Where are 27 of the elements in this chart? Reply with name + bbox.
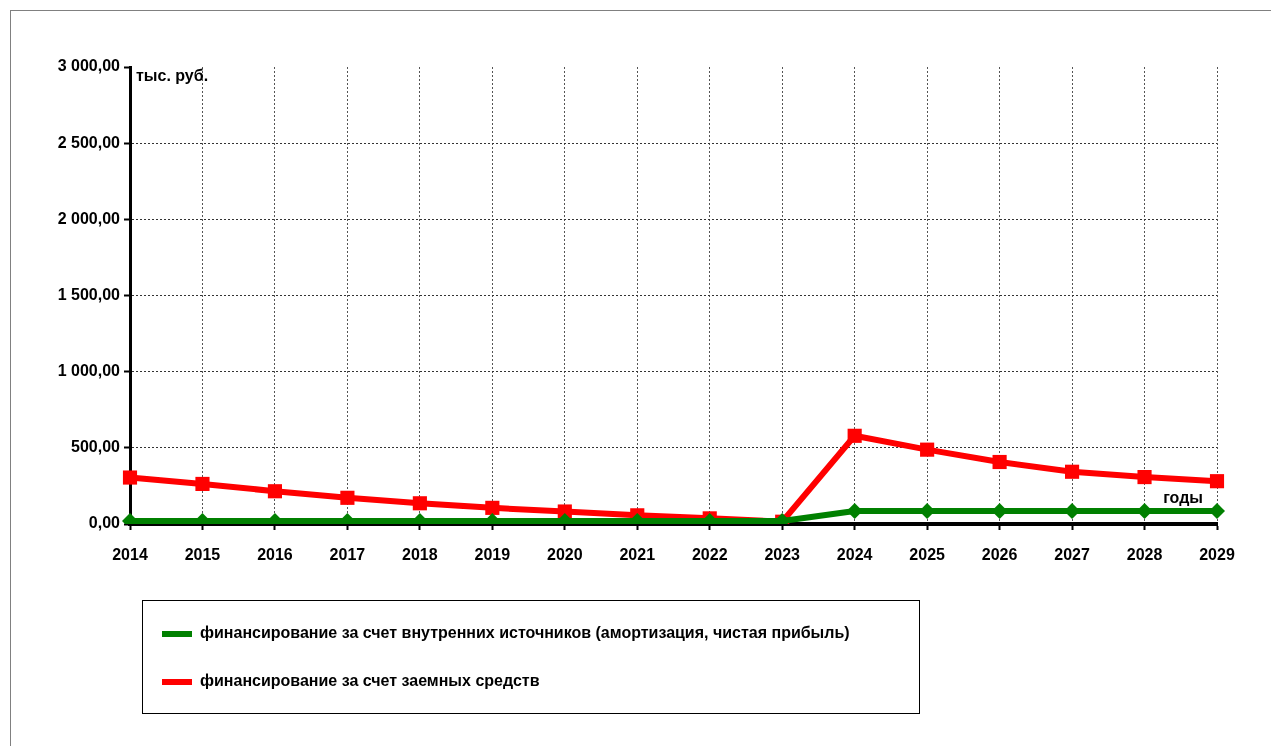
y-tick-label: 3 000,00 [57,57,121,75]
x-axis-title: годы [1163,489,1203,507]
x-tick-label: 2018 [402,546,438,564]
x-tick-label: 2014 [112,546,148,564]
y-axis-title: тыс. руб. [136,67,209,85]
x-tick-label: 2019 [474,546,511,564]
x-tick-label: 2026 [981,546,1018,564]
x-tick-label: 2017 [329,546,366,564]
x-tick-label: 2029 [1199,546,1235,564]
x-tick-label: 2022 [691,546,728,564]
y-tick-label: 2 500,00 [57,133,121,151]
x-tick-label: 2024 [836,546,873,564]
x-tick-label: 2025 [909,546,946,564]
x-tick-label: 2015 [184,546,221,564]
y-tick-label: 500,00 [71,438,121,456]
x-tick-label: 2016 [257,546,293,564]
y-tick-label: 1 500,00 [57,285,121,303]
x-tick-label: 2027 [1054,546,1090,564]
y-tick-label: 2 000,00 [57,209,121,227]
x-tick-label: 2021 [619,546,656,564]
legend-label: финансирование за счет внутренних источников (амортизация, чистая прибыль) [200,624,850,642]
legend-label: финансирование за счет заемных средств [200,672,540,690]
x-tick-label: 2023 [764,546,801,564]
x-tick-label: 2028 [1126,546,1163,564]
y-tick-label: 0,00 [88,514,121,532]
x-tick-label: 2020 [547,546,583,564]
y-tick-label: 1 000,00 [57,362,121,380]
